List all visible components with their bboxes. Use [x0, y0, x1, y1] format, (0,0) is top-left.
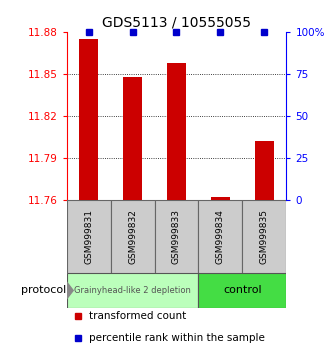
- Text: Grainyhead-like 2 depletion: Grainyhead-like 2 depletion: [74, 286, 191, 295]
- Text: GSM999833: GSM999833: [172, 209, 181, 264]
- Bar: [111, 200, 155, 273]
- Text: transformed count: transformed count: [89, 311, 186, 321]
- Bar: [198, 200, 242, 273]
- Bar: [242, 200, 286, 273]
- Text: GSM999835: GSM999835: [260, 209, 269, 264]
- Bar: [254, 141, 274, 200]
- Text: protocol: protocol: [21, 285, 67, 296]
- Bar: [123, 77, 143, 200]
- Text: GSM999831: GSM999831: [84, 209, 93, 264]
- Title: GDS5113 / 10555055: GDS5113 / 10555055: [102, 15, 251, 29]
- Text: control: control: [223, 285, 262, 296]
- FancyArrow shape: [67, 282, 73, 299]
- Bar: [67, 273, 198, 308]
- Bar: [166, 63, 186, 200]
- Text: GSM999834: GSM999834: [216, 209, 225, 264]
- Text: GSM999832: GSM999832: [128, 209, 137, 264]
- Text: percentile rank within the sample: percentile rank within the sample: [89, 333, 264, 343]
- Bar: [210, 197, 230, 200]
- Bar: [155, 200, 198, 273]
- Bar: [67, 200, 111, 273]
- Bar: [79, 39, 99, 200]
- Bar: [198, 273, 286, 308]
